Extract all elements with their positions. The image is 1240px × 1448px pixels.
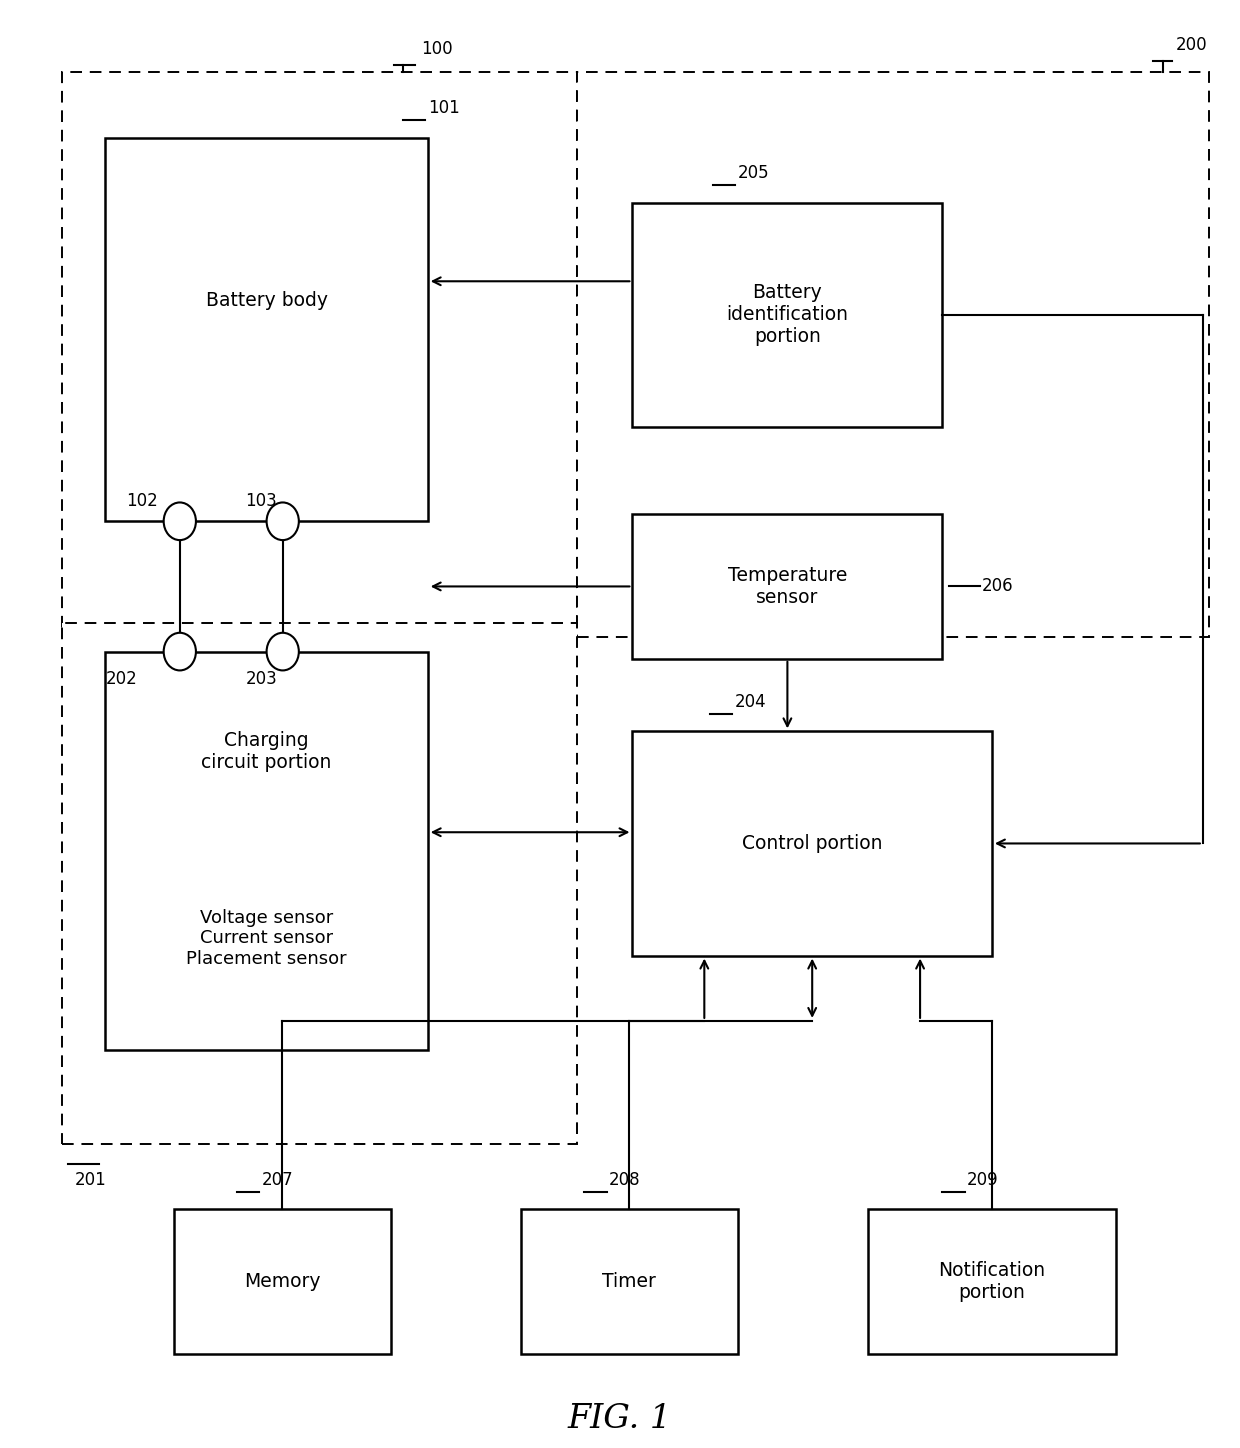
Circle shape — [267, 502, 299, 540]
Text: Control portion: Control portion — [742, 834, 883, 853]
Text: 200: 200 — [1176, 36, 1208, 54]
Circle shape — [164, 502, 196, 540]
Text: 209: 209 — [967, 1171, 999, 1189]
Bar — [105, 138, 428, 521]
Bar — [62, 623, 577, 1144]
Bar — [632, 514, 942, 659]
Bar — [632, 731, 992, 956]
Circle shape — [267, 633, 299, 670]
Text: Memory: Memory — [244, 1271, 320, 1292]
Bar — [521, 1209, 738, 1354]
Text: Battery body: Battery body — [206, 291, 327, 310]
Circle shape — [164, 633, 196, 670]
Text: 201: 201 — [74, 1171, 107, 1189]
Bar — [105, 652, 428, 1050]
Text: 204: 204 — [734, 694, 766, 711]
Text: FIG. 1: FIG. 1 — [568, 1403, 672, 1435]
Text: 207: 207 — [262, 1171, 294, 1189]
Text: 202: 202 — [105, 670, 138, 688]
Text: 208: 208 — [609, 1171, 641, 1189]
Text: 101: 101 — [428, 100, 460, 117]
Bar — [632, 203, 942, 427]
Text: 203: 203 — [246, 670, 278, 688]
Text: 103: 103 — [246, 492, 278, 510]
Bar — [577, 72, 1209, 637]
Text: 205: 205 — [738, 165, 770, 182]
Text: Temperature
sensor: Temperature sensor — [728, 566, 847, 607]
Text: 206: 206 — [982, 578, 1014, 595]
Text: 102: 102 — [126, 492, 159, 510]
Text: Timer: Timer — [603, 1271, 656, 1292]
Text: Voltage sensor
Current sensor
Placement sensor: Voltage sensor Current sensor Placement … — [186, 908, 347, 969]
Bar — [62, 72, 577, 637]
Text: 100: 100 — [422, 41, 454, 58]
Bar — [174, 1209, 391, 1354]
Text: Notification
portion: Notification portion — [939, 1261, 1045, 1302]
Text: Battery
identification
portion: Battery identification portion — [727, 284, 848, 346]
Bar — [868, 1209, 1116, 1354]
Text: Charging
circuit portion: Charging circuit portion — [201, 731, 332, 772]
